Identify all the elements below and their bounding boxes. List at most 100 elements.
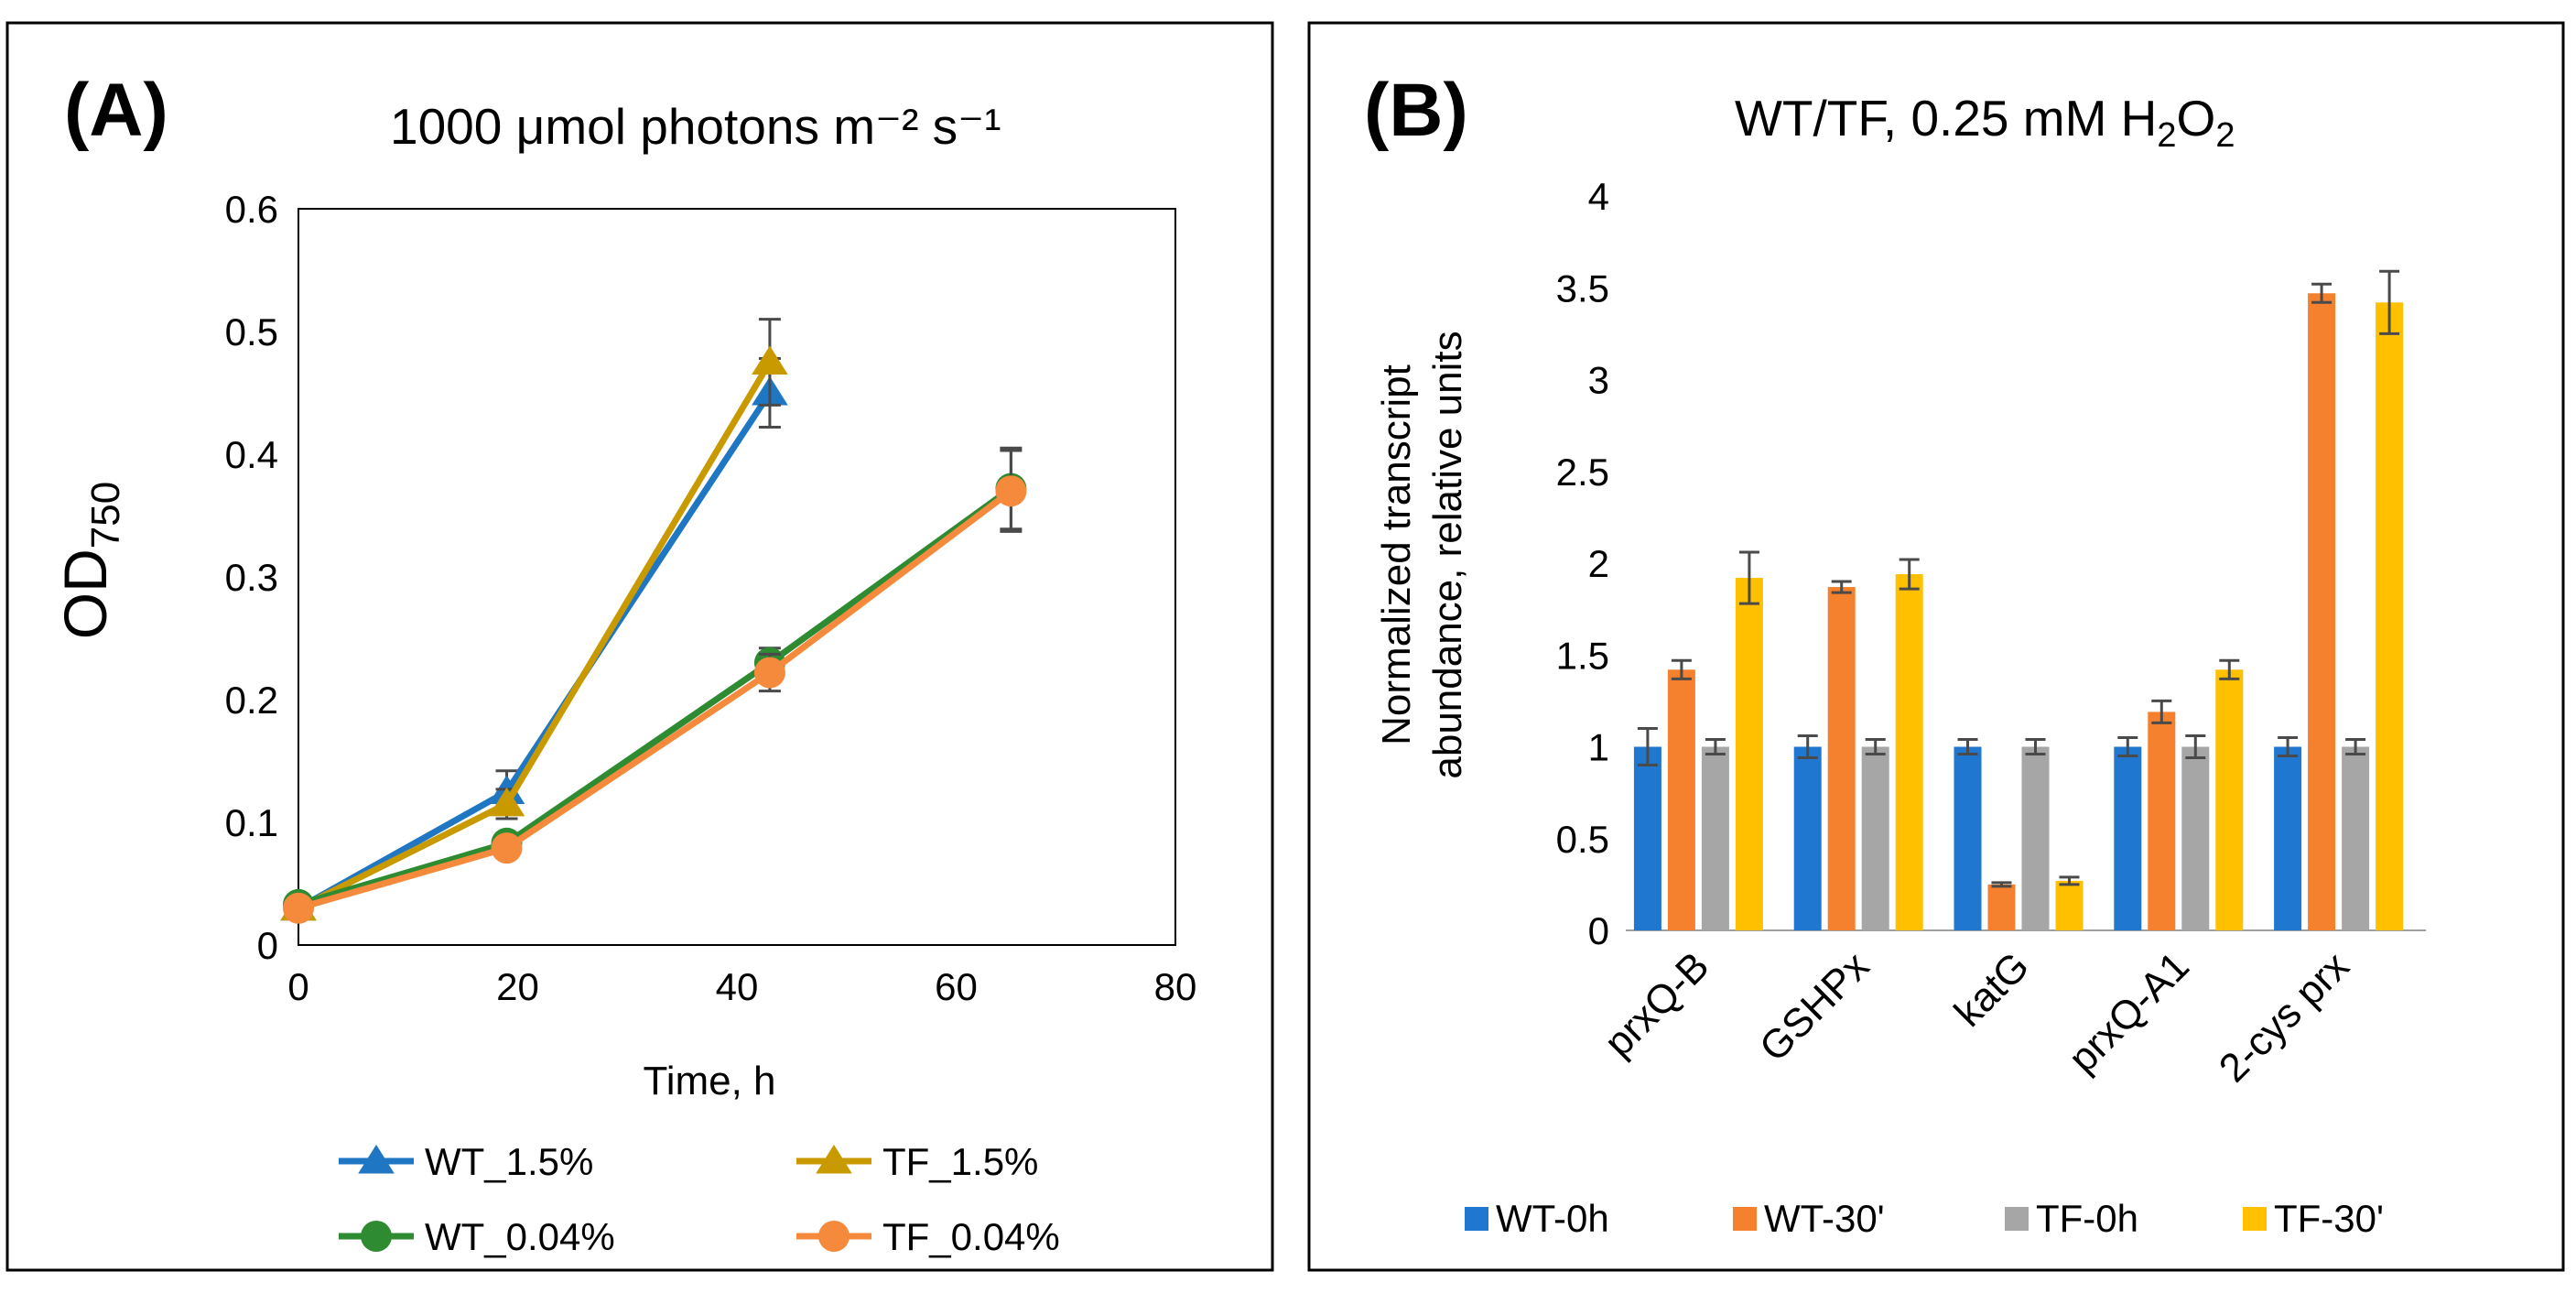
legend-item-a: TF_0.04% [796,1215,1060,1258]
y-tick-label-a: 0 [257,924,278,967]
legend-a: WT_1.5% TF_1.5% WT_0.04% TF_0.04% [339,1140,1060,1258]
data-point [995,475,1027,507]
panel-a: (A) 1000 μmol photons m⁻² s⁻¹ OD750 Time… [5,21,1274,1272]
bar [1827,587,1856,930]
x-tick-label-a: 0 [287,965,308,1008]
x-axis-label-a: Time, h [643,1059,775,1103]
panel-b-title-mid: O [2177,90,2216,147]
y-tick-label-a: 0.2 [225,679,278,722]
y-tick-label-b: 1.5 [1556,634,1609,677]
legend-item-a: WT_0.04% [339,1215,615,1258]
bar [1701,746,1729,930]
y-tick-label-b: 1 [1588,726,1609,769]
x-ticks-a: 0 20 40 60 80 [287,965,1196,1008]
panel-a-label: (A) [64,69,168,152]
legend-b: WT-0h WT-30' TF-0h TF-30' [1465,1197,2384,1240]
y-axis-label-a: OD750 [51,482,128,639]
y-tick-label-b: 0.5 [1556,818,1609,861]
bar [1895,574,1923,930]
legend-marker [816,1145,852,1174]
bar [1861,746,1889,930]
bar [1633,746,1661,930]
legend-item-b: WT-30' [1733,1197,1885,1240]
y-axis-label-b-line1: Normalized transcript [1374,364,1419,745]
y-tick-label-b: 2.5 [1556,451,1609,494]
data-point [491,832,523,864]
legend-item-a: WT_1.5% [339,1140,593,1183]
y-axis-label-b-line2: abundance, relative units [1425,331,1470,778]
legend-label-b: TF-30' [2274,1197,2384,1240]
y-tick-label-a: 0.1 [225,801,278,844]
legend-swatch-b [2005,1207,2029,1231]
panel-a-title: 1000 μmol photons m⁻² s⁻¹ [390,98,1001,155]
y-tick-label-a: 0.5 [225,310,278,353]
legend-swatch-b [1465,1207,1488,1231]
y-ticks-b: 0 0.5 1 1.5 2 2.5 3 3.5 4 [1556,175,1609,952]
panel-b-title-sub2: 2 [2215,116,2235,155]
bar [1793,746,1822,930]
x-tick-label-a: 60 [935,965,978,1008]
y-tick-label-a: 0.3 [225,556,278,599]
bar [2148,712,2176,930]
data-point [283,892,314,924]
bar [2274,746,2302,930]
panel-b-title-main: WT/TF, 0.25 mM H [1735,90,2157,147]
data-point [752,345,788,375]
legend-marker [361,1221,392,1252]
panel-b-frame [1307,21,2565,1272]
bar [2181,746,2210,930]
x-tick-label-a: 40 [716,965,759,1008]
legend-label-a: WT_0.04% [425,1215,615,1258]
bar [2021,746,2050,930]
x-tick-label-a: 80 [1154,965,1197,1008]
x-tick-label-a: 20 [496,965,539,1008]
svg-text:OD750: OD750 [51,482,128,639]
bar [2114,746,2142,930]
y-tick-label-a: 0.4 [225,433,278,476]
legend-marker [358,1145,395,1174]
y-ticks-a: 0 0.1 0.2 0.3 0.4 0.5 0.6 [225,188,278,967]
panel-b-title: WT/TF, 0.25 mM H2O2 [1735,90,2235,155]
y-axis-label-a-main: OD [51,549,119,639]
legend-label-b: TF-0h [2036,1197,2138,1240]
bar [2055,880,2084,930]
data-point [488,787,525,817]
series-line [298,488,1013,912]
y-tick-label-b: 3 [1588,359,1609,402]
y-tick-label-b: 0 [1588,909,1609,952]
series-a-3 [283,449,1027,924]
legend-label-a: TF_0.04% [882,1215,1060,1258]
legend-label-a: TF_1.5% [882,1140,1038,1183]
bar [1954,746,1982,930]
series-a [280,318,1027,924]
bars-b [1633,269,2404,930]
bar [1667,669,1695,930]
bar [1987,884,2016,930]
y-tick-label-a: 0.6 [225,188,278,231]
bar [2308,293,2336,930]
legend-label-b: WT-0h [1496,1197,1609,1240]
legend-label-b: WT-30' [1764,1197,1885,1240]
legend-label-a: WT_1.5% [425,1140,593,1183]
y-axis-label-a-sub: 750 [83,482,128,549]
y-axis-label-b: Normalized transcript abundance, relativ… [1374,331,1470,778]
legend-swatch-b [2243,1207,2267,1231]
bar [1735,578,1763,930]
legend-marker [818,1221,850,1252]
y-tick-label-b: 4 [1588,175,1609,218]
panel-a-frame [5,21,1274,1272]
legend-item-b: TF-30' [2243,1197,2384,1240]
panel-b-title-sub1: 2 [2157,116,2176,155]
series-line [298,485,1013,908]
panel-b: (B) WT/TF, 0.25 mM H2O2 Normalized trans… [1307,21,2565,1272]
data-point [753,657,785,689]
legend-swatch-b [1733,1207,1757,1231]
legend-item-a: TF_1.5% [796,1140,1038,1183]
bar [2376,302,2404,930]
y-tick-label-b: 3.5 [1556,266,1609,310]
legend-item-b: WT-0h [1465,1197,1609,1240]
bar [2215,669,2244,930]
panel-b-label: (B) [1364,69,1468,152]
y-tick-label-b: 2 [1588,542,1609,585]
